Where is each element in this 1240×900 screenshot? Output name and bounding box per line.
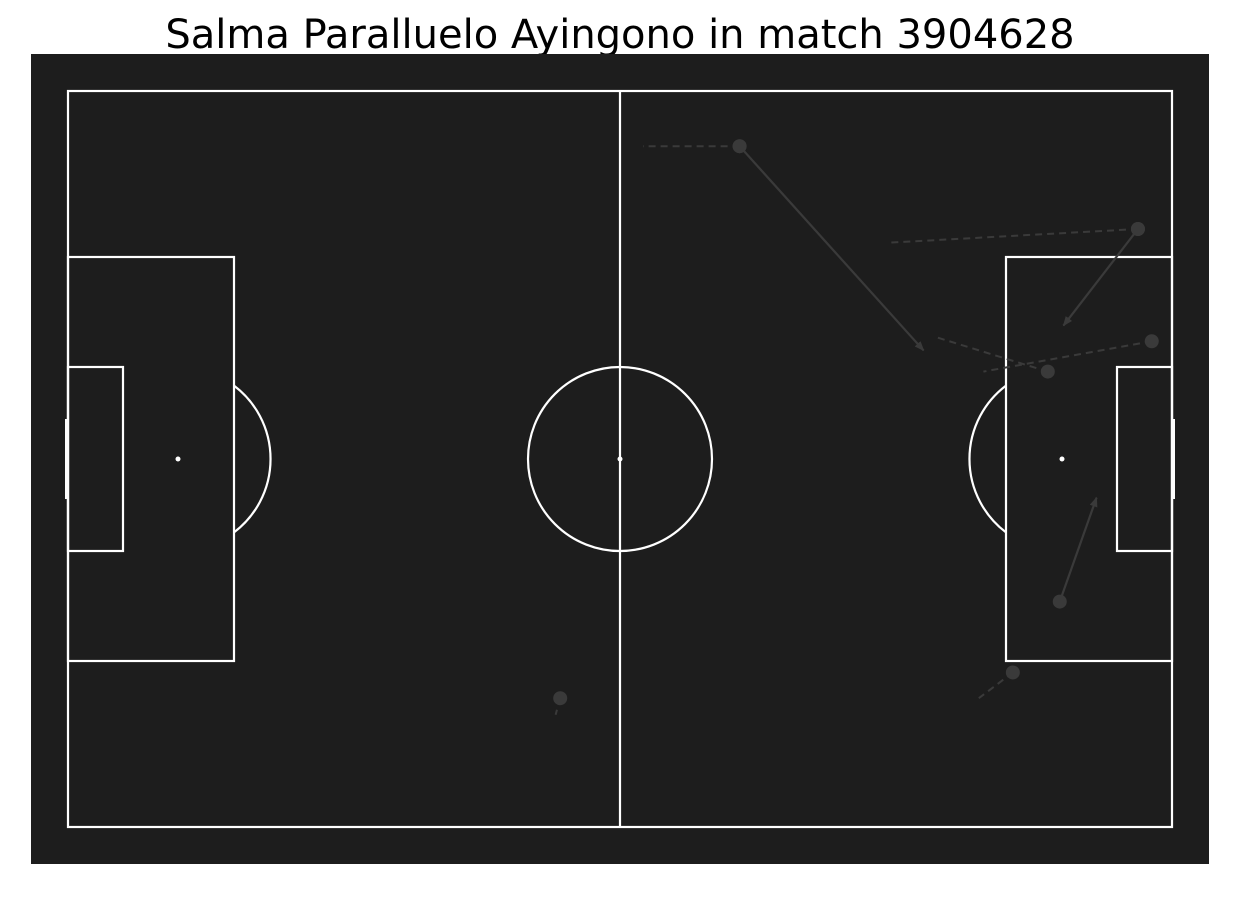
- pass-arrow: [1062, 228, 1139, 327]
- carry-line: [937, 336, 1049, 373]
- event-start-marker: [553, 691, 568, 706]
- pitch-markings: [65, 89, 1175, 829]
- centre-circle: [526, 365, 714, 553]
- carry-line: [886, 228, 1139, 244]
- events-layer: [553, 139, 1159, 716]
- event-start-marker: [1052, 594, 1067, 609]
- event-start-marker: [1144, 334, 1159, 349]
- event-start-marker: [1130, 222, 1145, 236]
- chart-title: Salma Paralluelo Ayingono in match 39046…: [165, 12, 1075, 58]
- right-penalty-arc: [968, 384, 1007, 534]
- left-penalty-spot: [175, 456, 181, 462]
- event-start-marker: [1040, 364, 1055, 379]
- right-penalty-spot: [1059, 456, 1065, 462]
- left-penalty-arc: [233, 384, 272, 534]
- event-start-marker: [1005, 665, 1020, 680]
- pass-arrow: [738, 145, 925, 352]
- event-start-marker: [732, 139, 747, 154]
- centre-spot: [617, 456, 623, 462]
- carry-line: [983, 340, 1152, 373]
- pass-arrow: [1058, 496, 1098, 602]
